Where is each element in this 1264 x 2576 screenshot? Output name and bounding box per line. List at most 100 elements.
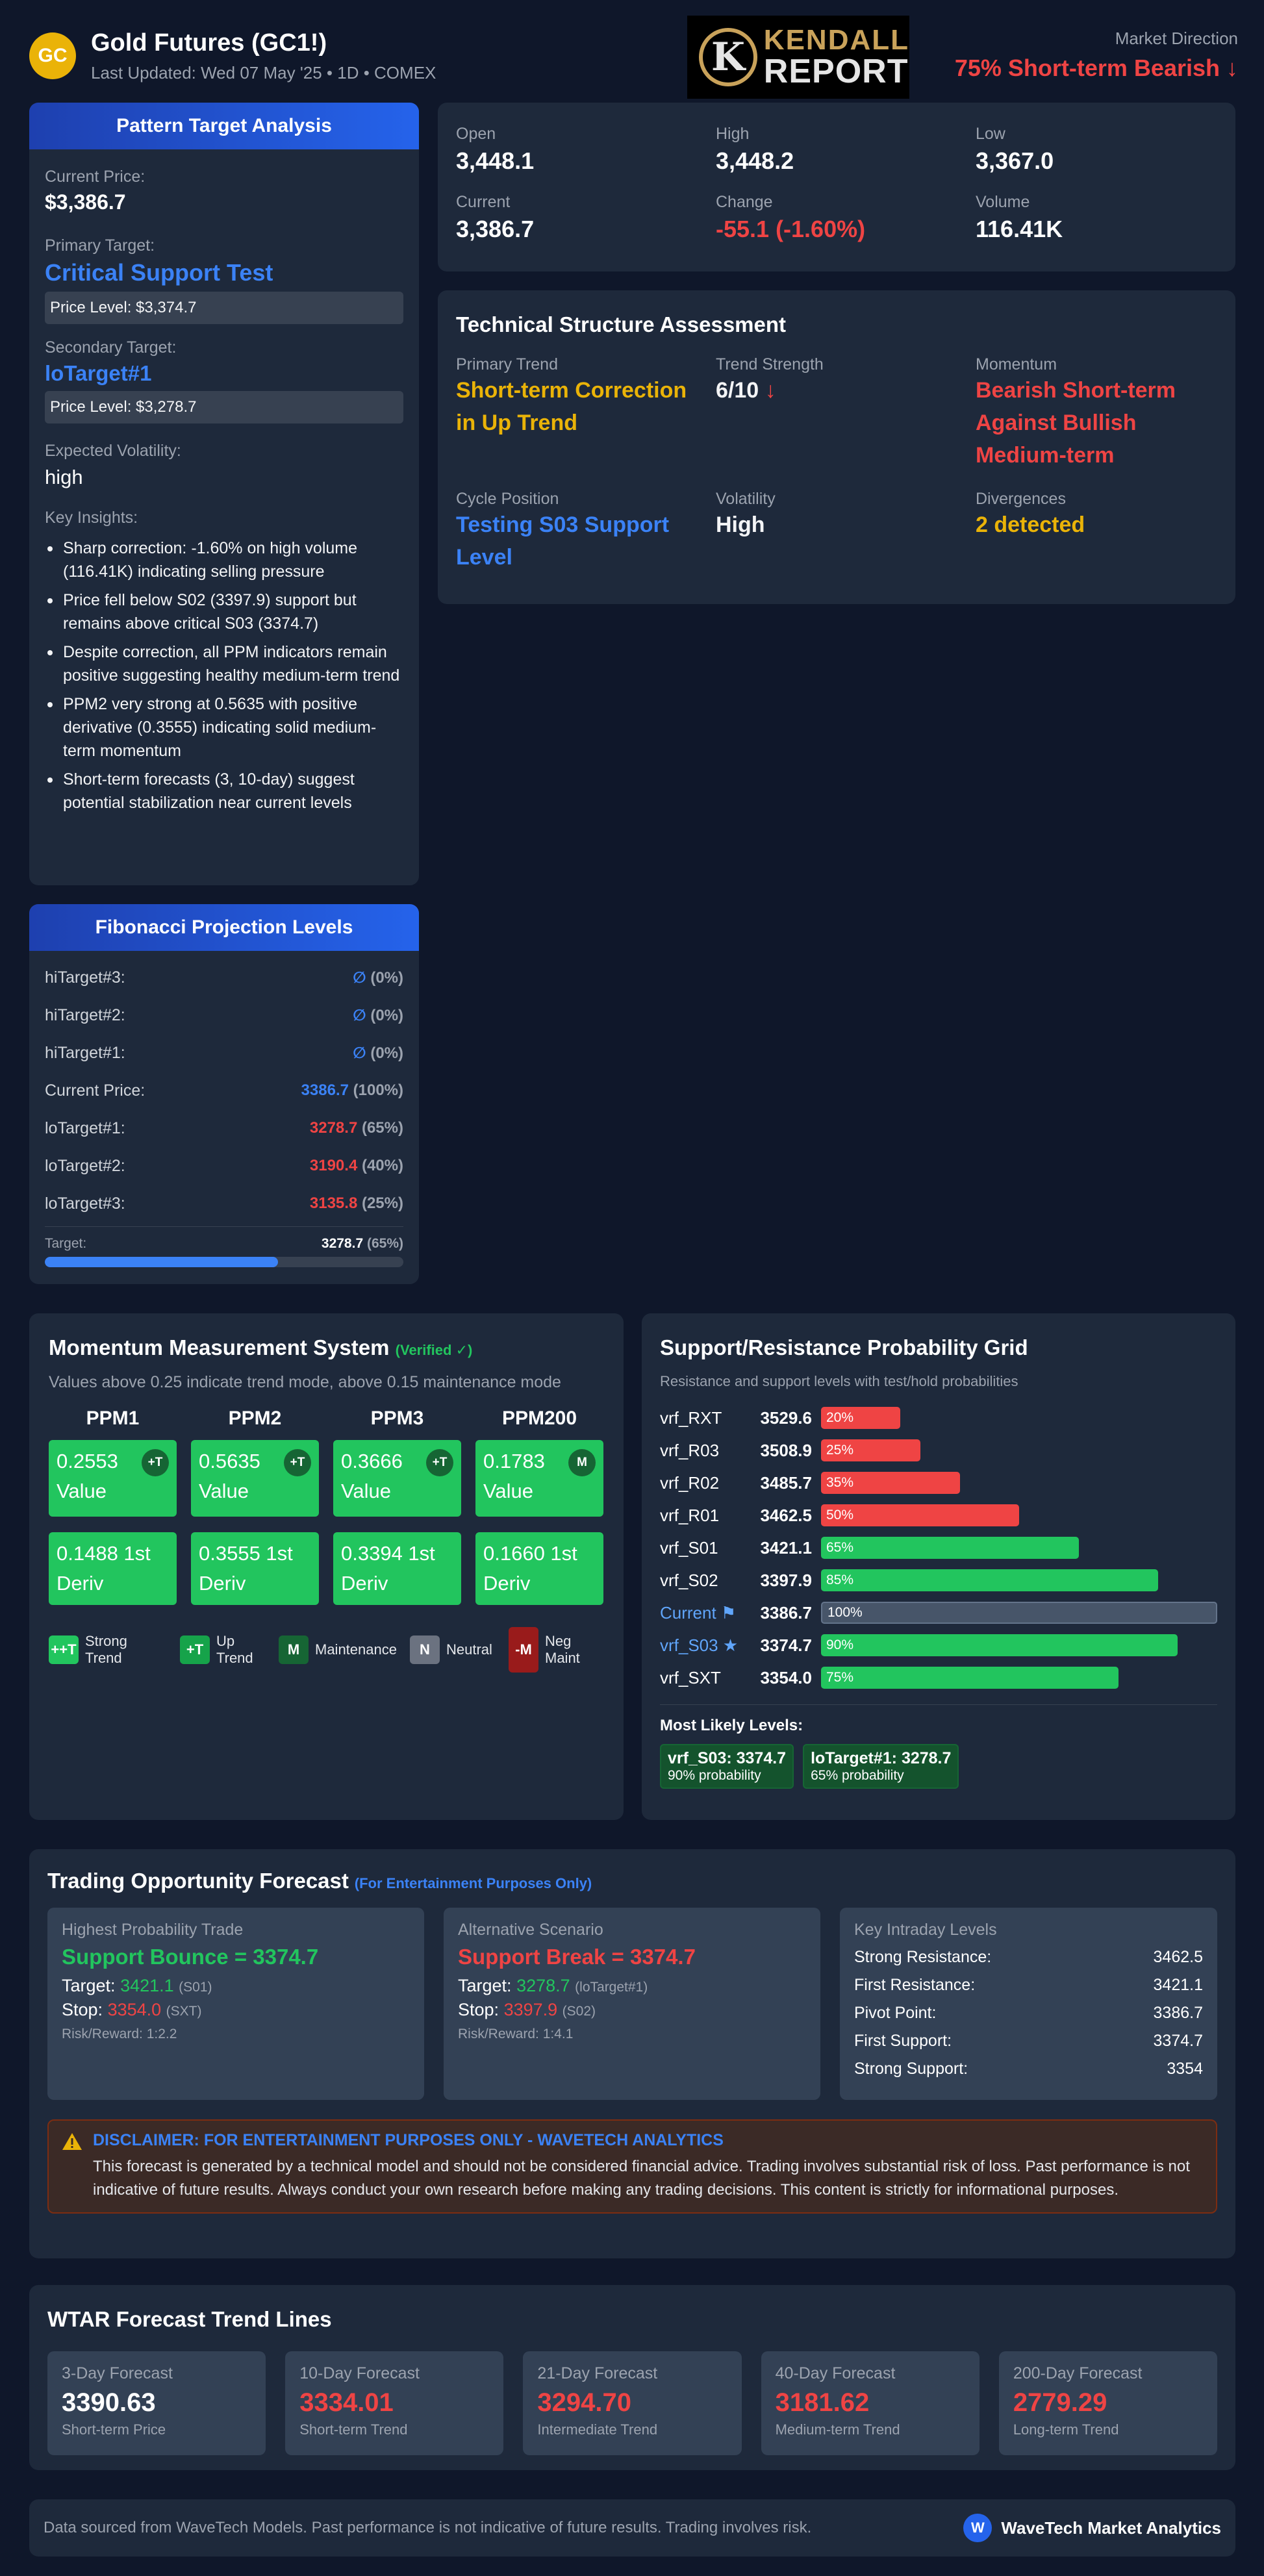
sr-probability-bar: 35% — [821, 1472, 960, 1494]
stop-value: 3354.0 — [107, 2000, 162, 2019]
ppm-header: PPM200 — [501, 1408, 577, 1429]
fib-level-pct: (65%) — [361, 1119, 403, 1137]
sr-level-value: 3485.7 — [760, 1472, 812, 1493]
fib-level-value: 3190.4 — [309, 1157, 358, 1174]
sr-probability-bar: 100% — [821, 1602, 1217, 1624]
entertainment-note: (For Entertainment Purposes Only) — [354, 1875, 592, 1891]
legend-label: Strong Trend — [85, 1633, 127, 1666]
primary-target: Critical Support Test — [45, 259, 273, 286]
key-level-label: Strong Support: — [854, 2060, 968, 2078]
ppm-value-box: 0.1783 Value M — [475, 1440, 603, 1517]
disclaimer-body: This forecast is generated by a technica… — [93, 2158, 1190, 2199]
likely-level-prob: 90% probability — [668, 1768, 761, 1783]
trend-strength-value: 6/10 — [716, 378, 759, 403]
sr-level-value: 3397.9 — [760, 1570, 812, 1590]
legend-swatch: ++T — [49, 1635, 79, 1664]
primary-price-level: Price Level: $3,374.7 — [45, 292, 403, 324]
fib-row: hiTarget#3: ∅ (0%) — [29, 959, 419, 996]
fib-level-pct: (40%) — [361, 1157, 403, 1174]
stop-value: 3397.9 — [503, 2000, 558, 2019]
forecast-value: 3334.01 — [299, 2388, 394, 2417]
sr-row: vrf_S01 3421.1 65% — [660, 1532, 1217, 1564]
disclaimer-title: DISCLAIMER: FOR ENTERTAINMENT PURPOSES O… — [93, 2131, 724, 2149]
legend-label: Maintenance — [315, 1641, 397, 1658]
sr-level-name: vrf_R01 — [660, 1505, 720, 1525]
fib-level-value: ∅ — [353, 1006, 366, 1024]
key-level-value: 3354 — [1167, 2060, 1203, 2078]
fib-target-progress — [45, 1257, 403, 1267]
stat-value: 3,448.1 — [456, 147, 535, 174]
target-value: 3278.7 — [516, 1976, 570, 1995]
sr-level-name: vrf_R02 — [660, 1472, 720, 1493]
target-tag: (loTarget#1) — [575, 1980, 648, 1995]
ppm-value-box: 0.2553 Value +T — [49, 1440, 177, 1517]
legend-label: Neutral — [446, 1641, 492, 1658]
likely-level-title: loTarget#1: 3278.7 — [811, 1749, 952, 1767]
sr-level-name: vrf_RXT — [660, 1408, 722, 1428]
key-level-row: First Support: 3374.7 — [854, 2027, 1203, 2055]
fibonacci-title: Fibonacci Projection Levels — [29, 904, 419, 951]
ppm-header: PPM2 — [228, 1408, 282, 1429]
forecast-sub: Short-term Price — [62, 2421, 166, 2438]
kendall-report-logo: K KENDALL REPORT — [687, 16, 909, 99]
volatility-value: high — [45, 466, 83, 488]
forecast-sub: Medium-term Trend — [775, 2421, 900, 2438]
list-item: Short-term forecasts (3, 10-day) suggest… — [45, 768, 403, 814]
stat-low: Low 3,367.0 — [976, 125, 1235, 175]
pattern-target-panel: Pattern Target Analysis Current Price: $… — [29, 103, 419, 885]
forecast-value: 3390.63 — [62, 2388, 156, 2417]
target-label: Target: — [62, 1976, 116, 1995]
wtar-panel: WTAR Forecast Trend Lines 3-Day Forecast… — [29, 2285, 1235, 2470]
key-level-label: Pivot Point: — [854, 2004, 937, 2022]
sr-probability-bar: 25% — [821, 1439, 920, 1461]
ppm-deriv: 0.1660 1st Deriv — [483, 1542, 577, 1595]
sr-level-value: 3421.1 — [760, 1537, 812, 1558]
fib-row: loTarget#1: 3278.7 (65%) — [29, 1109, 419, 1147]
sr-title: Support/Resistance Probability Grid — [660, 1335, 1028, 1359]
fib-level-pct: (0%) — [370, 968, 403, 987]
best-trade-card: Highest Probability Trade Support Bounce… — [47, 1908, 424, 2100]
ppm-value: 0.3666 Value — [341, 1450, 403, 1502]
volatility-label: Volatility — [716, 490, 776, 508]
key-level-row: First Resistance: 3421.1 — [854, 1971, 1203, 1999]
legend-swatch: +T — [180, 1635, 210, 1664]
legend-item: +T Up Trend — [180, 1627, 262, 1673]
brand-line-1: KENDALL — [763, 24, 909, 56]
sr-probability-bar: 85% — [821, 1569, 1158, 1591]
sr-probability-bar: 75% — [821, 1667, 1119, 1689]
stat-value: -55.1 (-1.60%) — [716, 216, 866, 242]
risk-reward: Risk/Reward: 1:4.1 — [458, 2027, 574, 2041]
fib-level-label: Current Price: — [45, 1081, 145, 1100]
sr-level-value: 3354.0 — [760, 1667, 812, 1687]
footer-text: Data sourced from WaveTech Models. Past … — [44, 2519, 812, 2536]
stop-tag: (SXT) — [166, 2004, 202, 2019]
stat-value: 3,367.0 — [976, 147, 1054, 174]
ppm-deriv-box: 0.1660 1st Deriv — [475, 1532, 603, 1605]
stat-label: Low — [976, 125, 1005, 143]
fib-row: Current Price: 3386.7 (100%) — [29, 1072, 419, 1109]
secondary-target-label: Secondary Target: — [45, 338, 177, 357]
sr-probability-bar: 50% — [821, 1504, 1019, 1526]
primary-target-label: Primary Target: — [45, 236, 155, 255]
fib-row: loTarget#3: 3135.8 (25%) — [29, 1185, 419, 1222]
best-trade-headline: Support Bounce = 3374.7 — [62, 1945, 319, 1969]
sr-level-name: vrf_R03 — [660, 1440, 720, 1460]
arrow-down-icon: ↓ — [765, 378, 776, 403]
forecast-sub: Intermediate Trend — [537, 2421, 658, 2438]
verified-badge: (Verified ✓) — [395, 1342, 473, 1358]
brand-line-2: REPORT — [763, 53, 909, 90]
sr-level-name: Current ⚑ — [660, 1602, 737, 1623]
footer-brand: WaveTech Market Analytics — [1001, 2518, 1221, 2538]
likely-level-title: vrf_S03: 3374.7 — [668, 1749, 787, 1767]
forecast-card: 10-Day Forecast 3334.01 Short-term Trend — [285, 2351, 504, 2455]
stat-label: Change — [716, 193, 773, 211]
sr-row: vrf_RXT 3529.6 20% — [660, 1402, 1217, 1434]
fib-level-label: hiTarget#2: — [45, 1005, 125, 1024]
forecast-card: 3-Day Forecast 3390.63 Short-term Price — [47, 2351, 266, 2455]
fib-level-value: 3278.7 — [309, 1119, 358, 1137]
key-level-label: First Support: — [854, 2032, 952, 2050]
stat-value: 116.41K — [976, 216, 1063, 242]
secondary-target: loTarget#1 — [45, 361, 152, 385]
legend-label: Neg Maint — [545, 1633, 580, 1666]
ppm-column: PPM3 0.3666 Value +T 0.3394 1st Deriv — [333, 1408, 461, 1605]
